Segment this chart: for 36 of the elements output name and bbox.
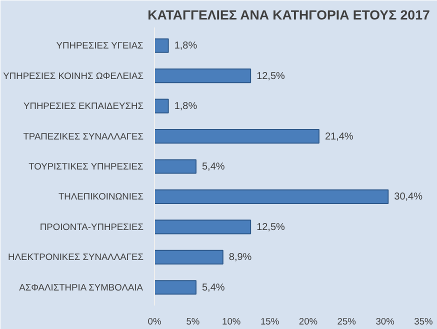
- data-label: 5,4%: [202, 282, 225, 294]
- data-label: 8,9%: [228, 252, 252, 264]
- data-label: 1,8%: [174, 101, 198, 112]
- x-tick-label: 20%: [298, 316, 318, 326]
- y-tick-label: ΥΠΗΡΕΣΙΕΣ ΚΟΙΝΗΣ ΩΦΕΛΕΙΑΣ: [3, 70, 144, 81]
- bar: [154, 280, 197, 295]
- bar: [154, 98, 169, 114]
- x-tick-label: 30%: [376, 316, 394, 326]
- data-label: 5,4%: [202, 162, 225, 172]
- x-tick-label: 25%: [337, 316, 356, 326]
- bar: [154, 189, 389, 204]
- x-tick-label: 10%: [222, 316, 241, 326]
- y-tick-label: ΤΡΑΠΕΖΙΚΕΣ ΣΥΝΑΛΛΑΓΕΣ: [23, 131, 144, 142]
- y-tick-label: ΗΛΕΚΤΡΟΝΙΚΕΣ ΣΥΝΑΛΛΑΓΕΣ: [8, 252, 144, 262]
- x-tick-label: 5%: [186, 316, 200, 326]
- y-tick-label: ΥΠΗΡΕΣΙΕΣ ΕΚΠΑΙΔΕΥΣΗΣ: [23, 101, 144, 112]
- y-tick-label: ΤΟΥΡΙΣΤΙΚΕΣ ΥΠΗΡΕΣΙΕΣ: [28, 162, 144, 172]
- chart-title: ΚΑΤΑΓΓΕΛΙΕΣ ΑΝΑ ΚΑΤΗΓΟΡΙΑ ΕΤΟΥΣ 2017: [148, 8, 430, 22]
- data-label: 12,5%: [256, 222, 286, 233]
- data-label: 21,4%: [324, 131, 354, 142]
- y-tick-label: ΤΗΛΕΠΙΚΟΙΝΩΝΙΕΣ: [58, 192, 144, 202]
- bar: [154, 128, 320, 144]
- y-tick-label: ΥΠΗΡΕΣΙΕΣ ΥΓΕΙΑΣ: [56, 40, 144, 51]
- bar: [154, 220, 252, 234]
- bar: [154, 250, 224, 264]
- x-tick-label: 0%: [148, 316, 162, 326]
- bar: [154, 38, 169, 53]
- y-tick-label: ΑΣΦΑΛΙΣΤΗΡΙΑ ΣΥΜΒΟΛΑΙΑ: [19, 282, 144, 292]
- y-tick-label: ΠΡΟΙΟΝΤΑ-ΥΠΗΡΕΣΙΕΣ: [40, 222, 144, 232]
- bar: [154, 159, 197, 174]
- x-tick-label: 15%: [260, 316, 280, 326]
- data-label: 1,8%: [174, 40, 198, 52]
- data-label: 12,5%: [256, 70, 286, 82]
- data-label: 30,4%: [394, 192, 423, 203]
- x-tick-label: 35%: [414, 316, 433, 326]
- bar: [154, 68, 252, 84]
